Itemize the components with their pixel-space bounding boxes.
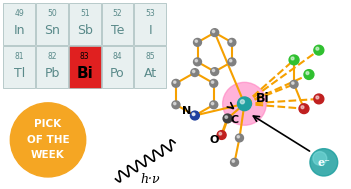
Text: O: O	[210, 135, 219, 145]
Circle shape	[172, 79, 180, 87]
Circle shape	[238, 97, 251, 111]
Circle shape	[193, 58, 201, 66]
FancyBboxPatch shape	[134, 46, 166, 88]
Text: PICK: PICK	[34, 119, 61, 129]
Circle shape	[223, 82, 266, 125]
Text: e⁻: e⁻	[317, 157, 330, 168]
Circle shape	[190, 111, 199, 120]
Circle shape	[314, 94, 324, 104]
Circle shape	[313, 152, 327, 165]
Circle shape	[314, 45, 324, 55]
Circle shape	[291, 57, 294, 60]
Text: Bi: Bi	[77, 66, 93, 81]
Circle shape	[232, 160, 234, 162]
Circle shape	[211, 29, 219, 36]
Circle shape	[195, 60, 198, 62]
Circle shape	[10, 103, 86, 177]
Text: 83: 83	[80, 52, 90, 60]
Text: Tl: Tl	[14, 67, 25, 80]
Circle shape	[316, 47, 319, 50]
Circle shape	[316, 96, 319, 99]
Text: C: C	[231, 115, 239, 125]
Circle shape	[212, 69, 215, 72]
Circle shape	[228, 38, 236, 46]
Text: I: I	[148, 24, 152, 37]
Circle shape	[210, 101, 218, 109]
Circle shape	[173, 81, 176, 83]
Circle shape	[289, 55, 299, 65]
Text: Te: Te	[111, 24, 124, 37]
FancyBboxPatch shape	[134, 3, 166, 45]
Circle shape	[210, 79, 218, 87]
Text: Bi: Bi	[256, 92, 270, 105]
Circle shape	[212, 30, 215, 33]
FancyBboxPatch shape	[36, 3, 68, 45]
Circle shape	[195, 40, 198, 42]
Circle shape	[310, 149, 338, 176]
FancyBboxPatch shape	[4, 46, 35, 88]
Text: 52: 52	[113, 9, 122, 18]
Text: OF THE: OF THE	[27, 135, 69, 145]
Circle shape	[225, 116, 227, 119]
FancyBboxPatch shape	[69, 46, 101, 88]
Text: WEEK: WEEK	[31, 150, 65, 160]
Text: 51: 51	[80, 9, 90, 18]
Circle shape	[211, 68, 219, 76]
Text: Po: Po	[110, 67, 125, 80]
Text: 49: 49	[14, 9, 24, 18]
Circle shape	[223, 114, 232, 123]
Text: Pb: Pb	[44, 67, 60, 80]
Circle shape	[228, 58, 236, 66]
Text: 50: 50	[47, 9, 57, 18]
Circle shape	[301, 106, 304, 109]
Text: 82: 82	[47, 52, 57, 60]
Circle shape	[290, 80, 298, 88]
Circle shape	[230, 60, 232, 62]
Circle shape	[219, 132, 221, 135]
Circle shape	[211, 81, 214, 83]
FancyBboxPatch shape	[101, 46, 133, 88]
Circle shape	[236, 134, 244, 142]
Circle shape	[231, 158, 238, 166]
Circle shape	[192, 113, 195, 115]
Circle shape	[292, 82, 294, 84]
Text: 84: 84	[113, 52, 122, 60]
FancyBboxPatch shape	[36, 46, 68, 88]
Circle shape	[211, 102, 214, 105]
Text: 81: 81	[14, 52, 24, 60]
Circle shape	[192, 70, 195, 73]
Circle shape	[173, 102, 176, 105]
Text: Sb: Sb	[77, 24, 93, 37]
Circle shape	[217, 131, 226, 139]
Circle shape	[191, 69, 199, 77]
Circle shape	[191, 112, 199, 119]
Circle shape	[240, 100, 244, 104]
Circle shape	[306, 72, 309, 74]
Text: h·ν: h·ν	[140, 173, 160, 186]
Circle shape	[304, 70, 314, 79]
Circle shape	[230, 40, 232, 42]
Circle shape	[172, 101, 180, 109]
Circle shape	[192, 113, 195, 115]
Text: Sn: Sn	[44, 24, 60, 37]
Circle shape	[237, 136, 239, 138]
Text: 85: 85	[145, 52, 155, 60]
Text: 53: 53	[145, 9, 155, 18]
Text: N: N	[182, 106, 192, 116]
FancyBboxPatch shape	[69, 3, 101, 45]
FancyBboxPatch shape	[101, 3, 133, 45]
Circle shape	[299, 104, 309, 114]
Circle shape	[193, 38, 201, 46]
Text: At: At	[144, 67, 157, 80]
Text: In: In	[13, 24, 25, 37]
FancyBboxPatch shape	[4, 3, 35, 45]
